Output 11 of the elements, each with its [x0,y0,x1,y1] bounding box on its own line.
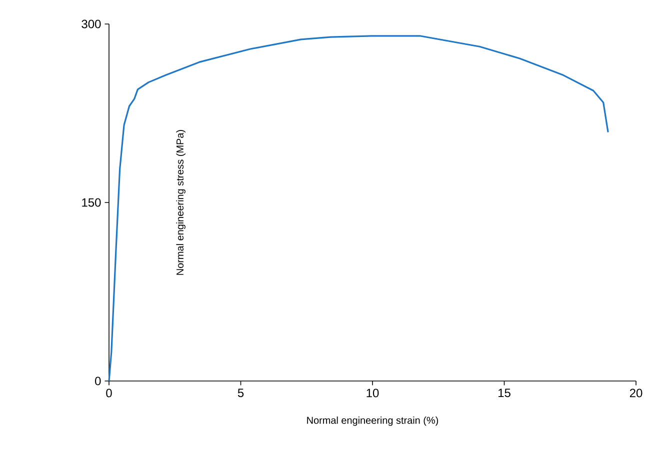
y-axis-title: Normal engineering stress (MPa) [176,130,186,275]
y-tick-label: 150 [82,198,101,207]
y-tick-label: 300 [82,20,101,28]
x-axis-title: Normal engineering strain (%) [307,416,438,426]
y-tick-label: 0 [95,376,101,386]
line-series [108,35,609,382]
x-tick-label: 10 [366,388,379,398]
x-tick-label: 5 [238,388,244,398]
x-tick-label: 15 [498,388,510,398]
x-tick-label: 20 [630,388,642,398]
x-tick-label: 0 [106,388,112,398]
